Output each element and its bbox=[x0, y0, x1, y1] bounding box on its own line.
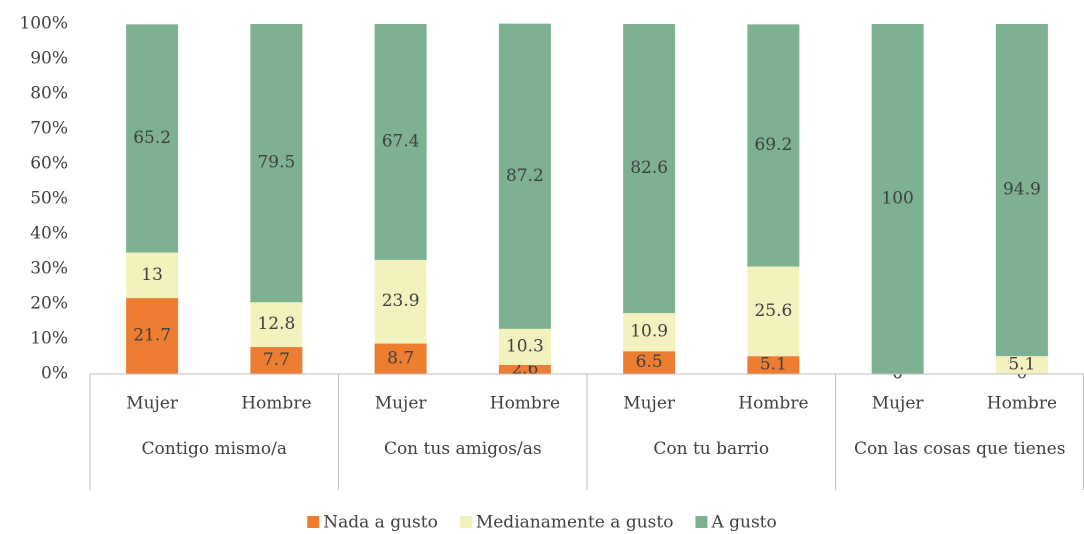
y-tick-label: 70% bbox=[30, 119, 68, 139]
data-label: 5.1 bbox=[760, 355, 787, 375]
bar-segment bbox=[374, 343, 427, 374]
data-label: 12.8 bbox=[257, 314, 295, 334]
bar-segment bbox=[995, 24, 1048, 357]
data-label: 21.7 bbox=[133, 326, 171, 346]
x-tick-label: Hombre bbox=[490, 394, 560, 414]
data-label: 7.7 bbox=[263, 350, 290, 370]
y-tick-label: 30% bbox=[30, 259, 68, 279]
data-label: 87.2 bbox=[506, 166, 544, 186]
bar-segment bbox=[126, 252, 179, 299]
data-label: 100 bbox=[881, 189, 913, 209]
data-label: 10.9 bbox=[630, 322, 668, 342]
data-label: 69.2 bbox=[754, 135, 792, 155]
x-tick-label: Mujer bbox=[126, 394, 179, 414]
bar-segment bbox=[623, 313, 676, 352]
bar-segment bbox=[747, 266, 800, 357]
group-label: Contigo mismo/a bbox=[141, 439, 287, 459]
y-tick-label: 0% bbox=[41, 364, 68, 384]
bar-segment bbox=[498, 328, 551, 365]
data-label: 82.6 bbox=[630, 158, 668, 178]
bar-segment bbox=[126, 24, 179, 253]
data-label: 8.7 bbox=[387, 348, 414, 368]
bar-segment bbox=[250, 302, 303, 348]
group-label: Con las cosas que tienes bbox=[854, 439, 1066, 459]
legend-swatch bbox=[459, 516, 472, 528]
x-tick-label: Mujer bbox=[623, 394, 676, 414]
bar-segment bbox=[374, 24, 427, 260]
data-label: 79.5 bbox=[257, 153, 295, 173]
data-label: 94.9 bbox=[1003, 180, 1041, 200]
y-tick-label: 60% bbox=[30, 154, 68, 174]
y-tick-label: 20% bbox=[30, 294, 68, 314]
bar-segment bbox=[250, 24, 303, 303]
legend-swatch bbox=[695, 516, 708, 528]
group-label: Con tu barrio bbox=[653, 439, 770, 459]
data-label: 67.4 bbox=[382, 131, 420, 151]
y-tick-label: 40% bbox=[30, 224, 68, 244]
y-tick-label: 90% bbox=[30, 49, 68, 69]
bar-segment bbox=[126, 298, 179, 374]
data-label: 13 bbox=[141, 265, 163, 285]
bar-segment bbox=[871, 24, 924, 374]
legend-label: Nada a gusto bbox=[323, 513, 438, 533]
data-label: 10.3 bbox=[506, 336, 544, 356]
data-label: 5.1 bbox=[1008, 355, 1035, 375]
bar-segment bbox=[747, 24, 800, 267]
data-label: 6.5 bbox=[636, 352, 663, 372]
x-tick-label: Mujer bbox=[872, 394, 925, 414]
legend-swatch bbox=[307, 516, 320, 528]
y-tick-label: 10% bbox=[30, 329, 68, 349]
bar-segment bbox=[498, 23, 551, 329]
bar-segment bbox=[995, 356, 1048, 374]
legend-label: A gusto bbox=[710, 513, 776, 533]
bar-segment bbox=[623, 24, 676, 314]
y-tick-label: 80% bbox=[30, 84, 68, 104]
x-tick-label: Mujer bbox=[375, 394, 428, 414]
group-label: Con tus amigos/as bbox=[383, 439, 542, 459]
legend-label: Medianamente a gusto bbox=[476, 513, 674, 533]
bar-segment bbox=[498, 364, 551, 374]
bar-segment bbox=[374, 259, 427, 344]
bar-segment bbox=[623, 351, 676, 374]
x-tick-label: Hombre bbox=[738, 394, 808, 414]
data-label: 23.9 bbox=[382, 291, 420, 311]
data-label: 65.2 bbox=[133, 128, 171, 148]
y-tick-label: 50% bbox=[30, 189, 68, 209]
x-tick-label: Hombre bbox=[241, 394, 311, 414]
x-tick-label: Hombre bbox=[987, 394, 1057, 414]
y-tick-label: 100% bbox=[19, 14, 68, 34]
bar-segment bbox=[250, 347, 303, 374]
bar-segment bbox=[747, 356, 800, 374]
data-label: 25.6 bbox=[754, 301, 792, 321]
